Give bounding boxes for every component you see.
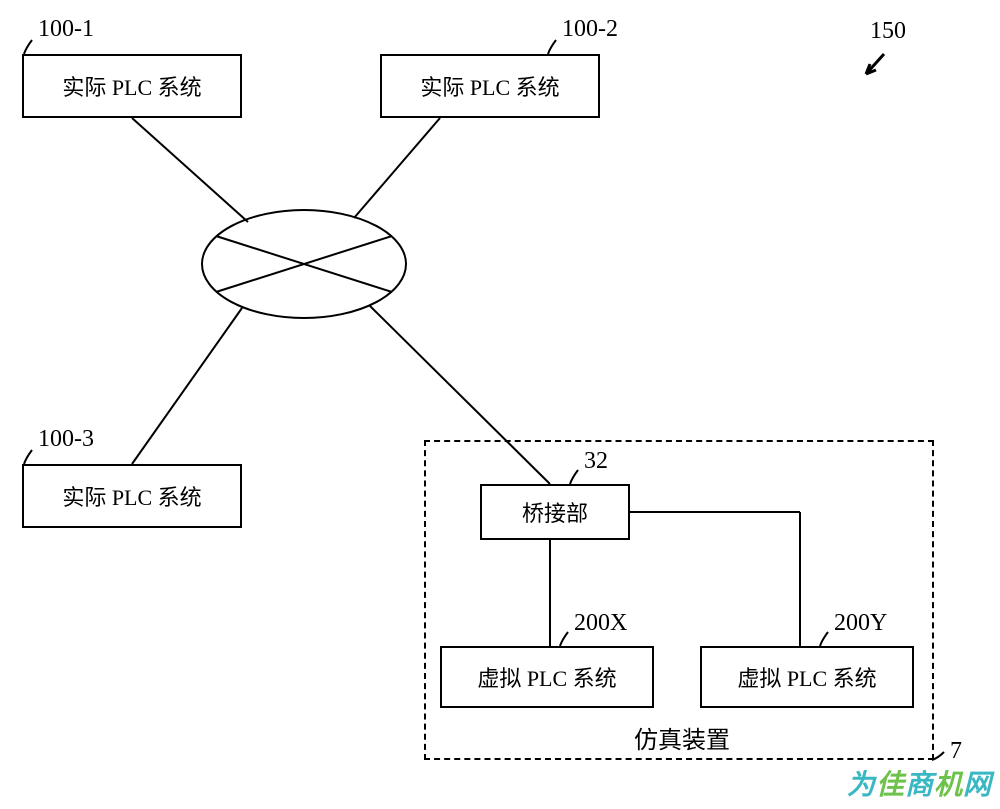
node-vplcx: 虚拟 PLC 系统 [440,646,654,708]
node-plc3: 实际 PLC 系统 [22,464,242,528]
watermark-char-0: 为 [847,763,876,803]
ref-label-sim: 7 [950,738,962,765]
ref-label-vplcx: 200X [574,610,627,637]
node-plc2-label: 实际 PLC 系统 [420,70,559,102]
node-bridge-label: 桥接部 [522,496,588,528]
watermark: 为佳商机网 [847,763,992,803]
network-hub-ellipse [202,210,406,318]
node-vplcx-label: 虚拟 PLC 系统 [477,661,616,693]
sim-container-label: 仿真装置 [634,720,730,755]
ref-label-plc1: 100-1 [38,16,94,43]
ref-label-plc2: 100-2 [562,16,618,43]
ref-label-bridge: 32 [584,448,608,475]
node-vplcy-label: 虚拟 PLC 系统 [737,661,876,693]
node-vplcy: 虚拟 PLC 系统 [700,646,914,708]
node-plc1-label: 实际 PLC 系统 [62,70,201,102]
watermark-char-2: 商 [905,763,934,803]
node-plc1: 实际 PLC 系统 [22,54,242,118]
watermark-char-3: 机 [934,763,963,803]
ref-label-plc3: 100-3 [38,426,94,453]
node-bridge: 桥接部 [480,484,630,540]
watermark-char-4: 网 [963,763,992,803]
node-plc3-label: 实际 PLC 系统 [62,480,201,512]
ref-label-vplcy: 200Y [834,610,887,637]
watermark-char-1: 佳 [876,763,905,803]
ref-label-global: 150 [870,18,906,45]
node-plc2: 实际 PLC 系统 [380,54,600,118]
